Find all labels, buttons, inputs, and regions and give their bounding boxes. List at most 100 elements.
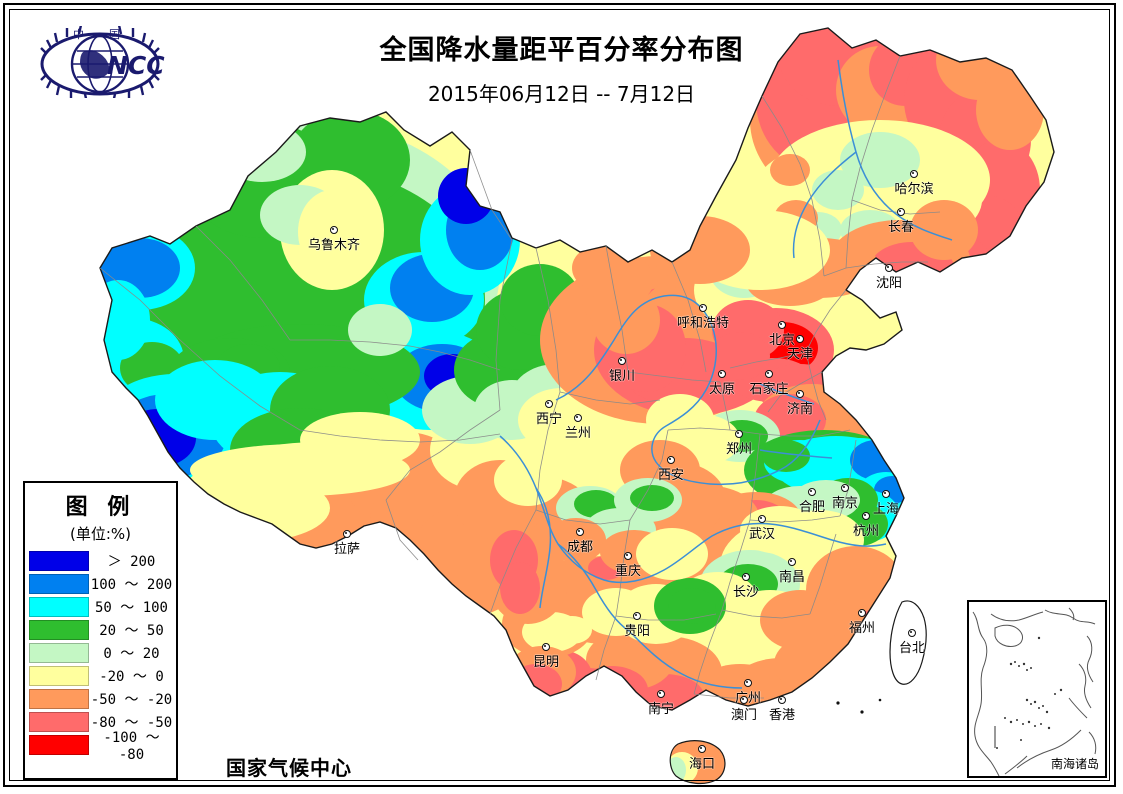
city-label: 西宁 [535, 412, 563, 427]
city-label: 成都 [566, 540, 594, 555]
city-marker-icon [862, 512, 870, 520]
city-marker-icon [858, 609, 866, 617]
city-label: 呼和浩特 [676, 316, 730, 331]
legend-row: 0 ～ 20 [25, 641, 176, 664]
city-label: 拉萨 [333, 542, 361, 557]
city-marker-icon [758, 515, 766, 523]
ncc-china-logo: NCC 中 国 [33, 26, 168, 98]
city-marker-icon [765, 370, 773, 378]
city-label: 银川 [608, 369, 636, 384]
city-marker-icon [897, 208, 905, 216]
legend-swatch [29, 711, 89, 732]
page-title: 全国降水量距平百分率分布图 [379, 35, 744, 66]
city-label: 兰州 [564, 426, 592, 441]
organization-label: 国家气候中心 [226, 756, 352, 780]
legend-label: ＞ 200 [107, 553, 156, 570]
legend-row: 50 ～ 100 [25, 595, 176, 618]
city-label: 南宁 [647, 702, 675, 717]
island-dots [996, 636, 1063, 749]
anomaly-color-field [100, 28, 1054, 710]
city-marker-icon [744, 679, 752, 687]
legend-swatch [29, 642, 89, 663]
city-marker-icon [882, 490, 890, 498]
page-subtitle: 2015年06月12日 -- 7月12日 [427, 82, 696, 106]
legend-label: 50 ～ 100 [94, 599, 168, 616]
city-marker-icon [633, 612, 641, 620]
city-marker-icon [796, 335, 804, 343]
legend-rows: ＞ 200 100 ～ 200 50 ～ 100 20 ～ 50 0 ～ 20 -20 ～… [25, 549, 176, 763]
city-label: 沈阳 [875, 276, 903, 291]
city-marker-icon [718, 370, 726, 378]
legend-label: -20 ～ 0 [99, 668, 164, 685]
city-label: 济南 [786, 402, 814, 417]
city-label: 台北 [898, 641, 926, 656]
legend-swatch [29, 665, 89, 686]
city-label: 北京 [768, 333, 796, 348]
city-label: 石家庄 [749, 382, 789, 397]
legend-swatch [29, 688, 89, 709]
china-national-border [99, 27, 1055, 711]
south-sea-island-dots [836, 698, 882, 714]
city-marker-icon [545, 400, 553, 408]
legend-row: 20 ～ 50 [25, 618, 176, 641]
city-marker-icon [885, 264, 893, 272]
logo-ncc-text: NCC [107, 51, 165, 80]
city-label: 重庆 [614, 564, 642, 579]
svg-text:国: 国 [109, 28, 120, 41]
city-marker-icon [735, 430, 743, 438]
city-label: 西安 [657, 468, 685, 483]
city-label: 合肥 [798, 500, 826, 515]
legend-label: 20 ～ 50 [99, 622, 164, 639]
city-marker-icon [841, 484, 849, 492]
city-marker-icon [576, 528, 584, 536]
city-label: 上海 [872, 502, 900, 517]
legend-swatch [29, 596, 89, 617]
city-marker-icon [778, 696, 786, 704]
city-label: 太原 [708, 382, 736, 397]
legend-swatch [29, 550, 89, 571]
city-marker-icon [796, 390, 804, 398]
taiwan-island [889, 600, 927, 685]
legend-label: -100 ～ -80 [103, 729, 160, 763]
city-label: 武汉 [748, 527, 776, 542]
city-marker-icon [778, 321, 786, 329]
city-label: 澳门 [730, 708, 758, 723]
city-marker-icon [698, 745, 706, 753]
city-marker-icon [624, 552, 632, 560]
city-marker-icon [788, 558, 796, 566]
legend-row: -80 ～ -50 [25, 710, 176, 733]
legend-label: 0 ～ 20 [103, 645, 160, 662]
city-label: 长沙 [732, 585, 760, 600]
city-label: 海口 [688, 757, 716, 772]
city-label: 南昌 [778, 570, 806, 585]
city-marker-icon [908, 629, 916, 637]
city-label: 福州 [848, 621, 876, 636]
city-marker-icon [742, 573, 750, 581]
province-borders [99, 55, 941, 699]
city-label: 昆明 [532, 655, 560, 670]
logo-cn-text: 中 [73, 28, 84, 41]
city-marker-icon [910, 170, 918, 178]
city-marker-icon [343, 530, 351, 538]
city-label: 南京 [831, 496, 859, 511]
legend-swatch [29, 619, 89, 640]
legend-row: ＞ 200 [25, 549, 176, 572]
city-marker-icon [618, 357, 626, 365]
legend-row: -20 ～ 0 [25, 664, 176, 687]
legend-title: 图 例 [65, 495, 136, 520]
legend-row: 100 ～ 200 [25, 572, 176, 595]
city-label: 杭州 [852, 524, 880, 539]
city-marker-icon [574, 414, 582, 422]
legend-swatch [29, 573, 89, 594]
city-label: 乌鲁木齐 [307, 238, 361, 253]
legend-label: -50 ～ -20 [90, 691, 173, 708]
city-marker-icon [667, 456, 675, 464]
legend-unit: (单位:%) [69, 525, 131, 543]
city-marker-icon [542, 643, 550, 651]
city-marker-icon [699, 304, 707, 312]
city-label: 贵阳 [623, 624, 651, 639]
city-label: 天津 [786, 347, 814, 362]
legend-row: -100 ～ -80 [25, 730, 176, 763]
city-label: 哈尔滨 [894, 182, 934, 197]
